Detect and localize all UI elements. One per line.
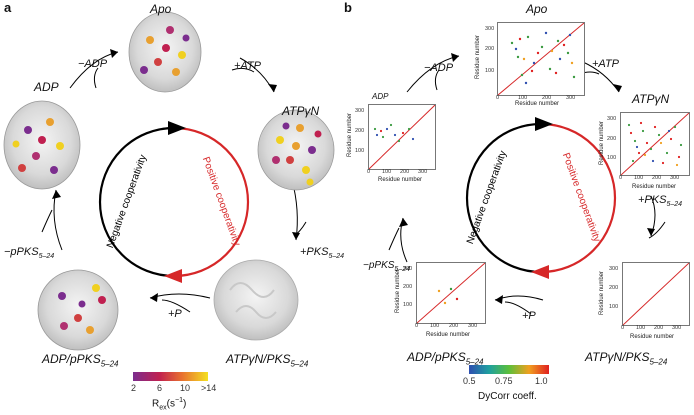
positive-cooperativity-arc xyxy=(173,126,250,278)
atp-pks-xtick-1: 100 xyxy=(636,325,646,331)
colorbar-b-tick-0: 0.5 xyxy=(463,376,476,386)
negative-cooperativity-arc-b xyxy=(465,122,542,274)
adp-ppks-xtick-3: 300 xyxy=(468,323,478,329)
atp-plot-xlabel: Residue number xyxy=(632,184,677,190)
apo-xtick-0: 0 xyxy=(496,95,500,101)
transition-plus-pks-b: +PKS5–24 xyxy=(638,194,683,209)
apo-plot-ylabel: Residue number xyxy=(475,34,482,80)
colorbar-b-tick-2: 1.0 xyxy=(535,376,548,386)
atp-pks-xtick-2: 200 xyxy=(654,325,664,331)
atp-xtick-0: 0 xyxy=(619,175,623,181)
transition-minus-ppks-b: −pPKS5–24 xyxy=(363,260,410,273)
colorbar-b-bar xyxy=(469,365,549,374)
matrix-plot-adp xyxy=(368,104,436,170)
adp-xtick-0: 0 xyxy=(367,169,371,175)
protein-apo xyxy=(128,11,202,93)
adp-ppks-ytick-3: 300 xyxy=(403,266,413,272)
transition-plus-atp-b: +ATP xyxy=(592,58,620,70)
colorbar-b-tick-1: 0.75 xyxy=(495,376,513,386)
transition-minus-adp-b: −ADP xyxy=(424,62,454,74)
panel-b-cycle xyxy=(388,53,666,374)
apo-xtick-3: 300 xyxy=(566,95,576,101)
matrix-plot-adp-ppks xyxy=(416,262,486,324)
atp-pks-xtick-3: 300 xyxy=(672,325,682,331)
atp-xtick-1: 100 xyxy=(634,175,644,181)
state-apo-a: Apo xyxy=(150,2,172,16)
atp-pks-ytick-1: 100 xyxy=(609,304,619,310)
adp-ppks-ytick-1: 100 xyxy=(403,302,413,308)
matrix-plot-apo xyxy=(497,22,585,96)
matrix-plot-atp xyxy=(620,112,690,176)
apo-ytick-2: 200 xyxy=(485,46,495,52)
protein-adp-ppks xyxy=(37,269,119,351)
positive-cooperativity-arc-b xyxy=(540,122,617,274)
cycle-arrowhead-top xyxy=(168,121,186,135)
protein-atp-pks xyxy=(213,259,299,341)
colorbar-a-tick-3: >14 xyxy=(201,383,217,393)
atp-pks-plot-xlabel: Residue number xyxy=(630,334,675,340)
atp-pks-xtick-0: 0 xyxy=(621,325,625,331)
atp-ytick-1: 100 xyxy=(607,155,617,161)
colorbar-a-tick-1: 6 xyxy=(157,383,163,393)
atp-plot-ylabel: Residue number xyxy=(599,120,606,166)
state-adp-ppks-a: ADP/pPKS5–24 xyxy=(42,352,119,369)
transition-minus-adp-a: −ADP xyxy=(78,58,108,70)
atp-ytick-2: 200 xyxy=(607,136,617,142)
panel-a-cycle xyxy=(3,11,335,381)
state-atp-a: ATPγN xyxy=(282,104,320,118)
colorbar-a-tick-0: 2 xyxy=(131,383,137,393)
transition-plus-p-a: +P xyxy=(168,308,182,320)
apo-xtick-2: 200 xyxy=(542,95,552,101)
transition-minus-ppks-a: −pPKS5–24 xyxy=(4,246,55,261)
colorbar-a-bar xyxy=(133,372,208,381)
adp-xtick-3: 300 xyxy=(418,169,428,175)
adp-ytick-2: 200 xyxy=(355,128,365,134)
atp-pks-ytick-3: 300 xyxy=(609,266,619,272)
atp-pks-plot-ylabel: Residue number xyxy=(599,270,606,316)
apo-ytick-3: 300 xyxy=(485,26,495,32)
state-adp-a: ADP xyxy=(34,80,59,94)
transition-plus-atp-a: +ATP xyxy=(234,60,262,72)
adp-ppks-plot-ylabel: Residue number xyxy=(395,268,402,314)
colorbar-a-tick-2: 10 xyxy=(180,383,191,393)
adp-ytick-1: 100 xyxy=(355,148,365,154)
transition-plus-pks-a: +PKS5–24 xyxy=(300,246,345,261)
adp-ppks-xtick-1: 100 xyxy=(430,323,440,329)
panel-a-label: a xyxy=(4,0,12,15)
panel-b-label: b xyxy=(344,0,352,15)
atp-ytick-3: 300 xyxy=(607,116,617,122)
state-apo-b: Apo xyxy=(526,2,548,16)
adp-ppks-xtick-0: 0 xyxy=(415,323,419,329)
apo-xtick-1: 100 xyxy=(518,95,528,101)
adp-plot-ylabel: Residue number xyxy=(347,112,354,158)
state-adp-ppks-b: ADP/pPKS5–24 xyxy=(407,350,484,367)
state-atp-pks-b: ATPγN/PKS5–24 xyxy=(585,350,668,367)
apo-plot-xlabel: Residue number xyxy=(515,101,560,107)
adp-ppks-plot-xlabel: Residue number xyxy=(426,332,471,338)
colorbar-b-label: DyCorr coeff. xyxy=(478,391,537,402)
cycle-arrowhead-bottom xyxy=(164,269,182,283)
negative-cooperativity-arc xyxy=(98,126,175,278)
matrix-plot-atp-pks xyxy=(622,262,690,326)
atp-xtick-2: 200 xyxy=(652,175,662,181)
adp-ppks-ytick-2: 200 xyxy=(403,284,413,290)
atp-pks-ytick-2: 200 xyxy=(609,285,619,291)
protein-adp xyxy=(3,100,81,190)
adp-plot-xlabel: Residue number xyxy=(378,177,423,183)
colorbar-a-label: Rex(s−1) xyxy=(152,397,187,412)
adp-xtick-1: 100 xyxy=(382,169,392,175)
apo-ytick-1: 100 xyxy=(485,68,495,74)
adp-ytick-3: 300 xyxy=(355,108,365,114)
protein-atp xyxy=(257,109,335,191)
state-adp-b: ADP xyxy=(372,92,389,101)
state-atp-b: ATPγN xyxy=(632,92,670,106)
state-atp-pks-a: ATPγN/PKS5–24 xyxy=(226,352,309,369)
atp-xtick-3: 300 xyxy=(670,175,680,181)
transition-plus-p-b: +P xyxy=(522,310,536,322)
adp-xtick-2: 200 xyxy=(400,169,410,175)
adp-ppks-xtick-2: 200 xyxy=(449,323,459,329)
